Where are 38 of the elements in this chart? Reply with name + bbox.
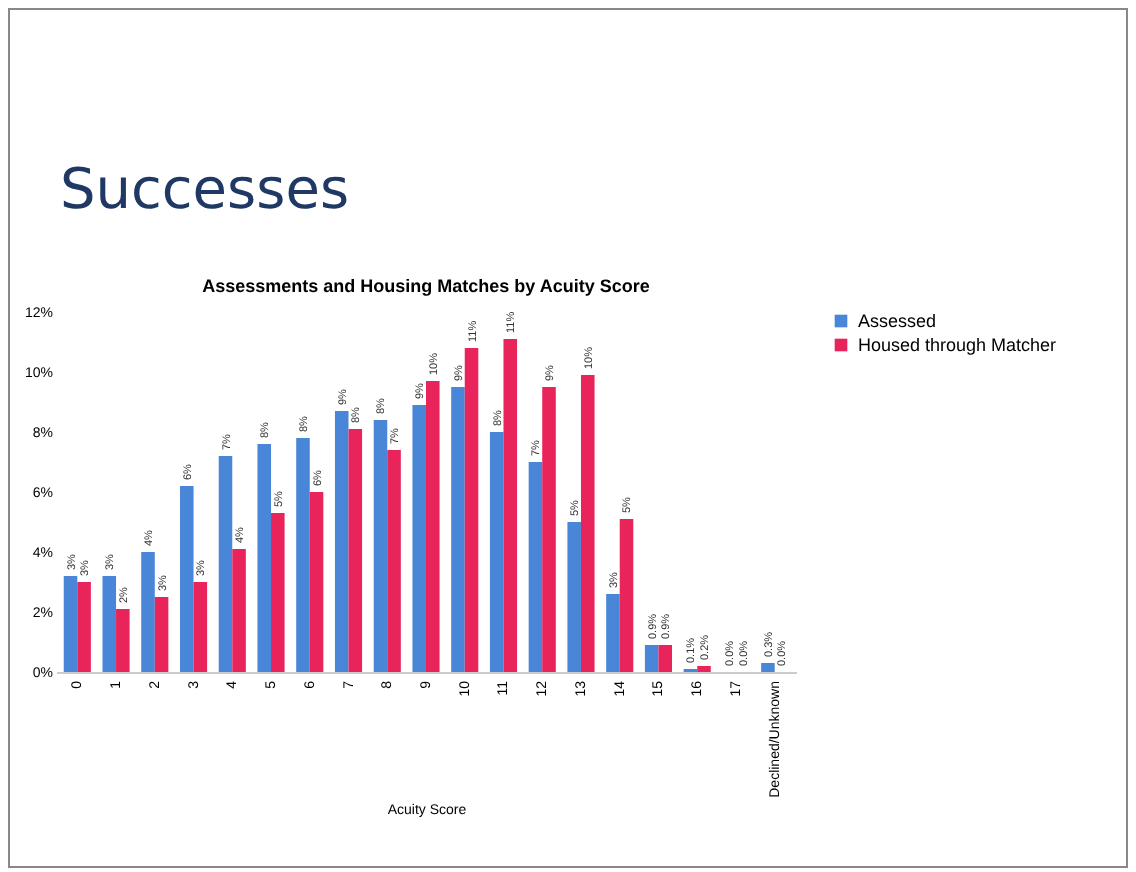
legend-label: Assessed (858, 311, 937, 331)
legend-label: Housed through Matcher (858, 335, 1057, 355)
bar (567, 522, 581, 672)
bar (373, 420, 388, 672)
bar (257, 444, 272, 672)
bar (348, 429, 363, 672)
bar (580, 375, 595, 672)
bar (489, 432, 504, 672)
chart-title: Successes (60, 156, 350, 222)
bar (464, 348, 479, 672)
bar (412, 405, 426, 672)
bar (503, 339, 518, 672)
bar (141, 552, 155, 672)
bar (697, 666, 711, 672)
bar (334, 411, 349, 672)
bar (102, 576, 117, 672)
bar (528, 462, 543, 672)
bar (606, 594, 620, 672)
bar (658, 645, 673, 672)
bar (644, 645, 659, 672)
bar (271, 513, 285, 672)
bar (761, 663, 775, 672)
bar (116, 609, 130, 672)
bar (296, 438, 310, 672)
bar (232, 549, 246, 672)
bar (63, 576, 78, 672)
bar (179, 486, 194, 672)
bar (77, 582, 91, 672)
bar (426, 381, 440, 672)
bar (309, 492, 324, 672)
bar (619, 519, 634, 672)
chart-subtitle: Assessments and Housing Matches by Acuity Score (202, 276, 650, 296)
bar (387, 450, 401, 672)
bar (451, 387, 465, 672)
bar (542, 387, 556, 672)
bar (193, 582, 208, 672)
bar (218, 456, 233, 672)
bar (154, 597, 169, 672)
